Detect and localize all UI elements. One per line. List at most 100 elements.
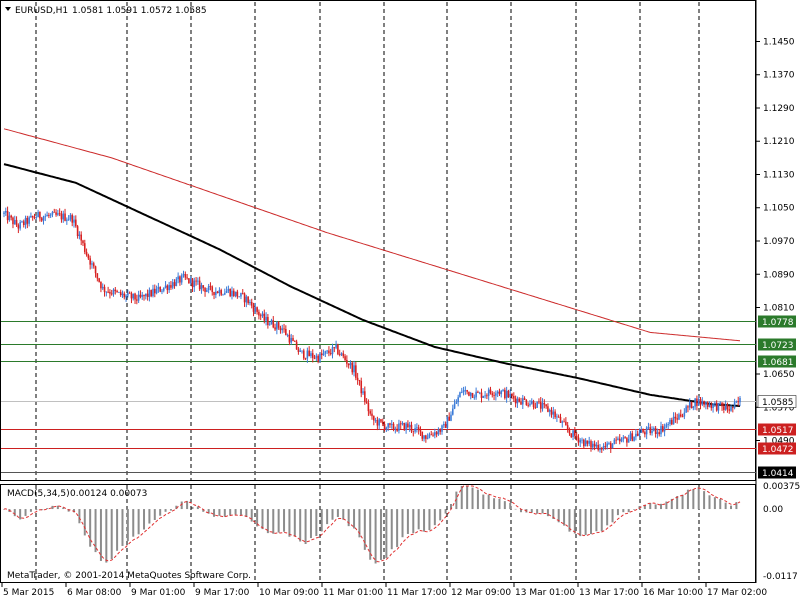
price-tick-label: 1.0810 xyxy=(763,304,795,314)
candle-body xyxy=(3,212,5,214)
candle-body xyxy=(295,341,298,350)
candle-body xyxy=(37,211,39,218)
macd-histogram-bar xyxy=(503,501,506,510)
macd-histogram-bar xyxy=(670,498,673,510)
candle-body xyxy=(477,391,479,393)
macd-histogram-bar xyxy=(654,504,657,510)
macd-histogram-bar xyxy=(175,505,178,510)
macd-histogram-bar xyxy=(331,509,334,520)
candle-body xyxy=(513,395,515,399)
candle-body xyxy=(683,412,686,417)
candle-body xyxy=(139,294,142,297)
candle-body xyxy=(638,432,641,436)
price-level-tag-label: 1.0778 xyxy=(762,318,794,328)
candle-body xyxy=(496,391,499,394)
candle-body xyxy=(649,427,652,434)
candle-body xyxy=(453,403,456,409)
candle-body xyxy=(211,286,214,292)
candle-body xyxy=(4,211,7,213)
candle-body xyxy=(565,421,567,426)
candle-body xyxy=(175,279,178,287)
candle-body xyxy=(89,258,91,265)
candle-body xyxy=(285,328,287,335)
candle-body xyxy=(374,420,377,421)
candle-body xyxy=(434,432,436,436)
candle-body xyxy=(381,421,384,424)
macd-histogram-bar xyxy=(466,486,469,510)
candle-body xyxy=(274,327,276,330)
candle-body xyxy=(602,446,605,450)
candle-body xyxy=(444,424,447,428)
candle-body xyxy=(622,437,625,440)
candle-body xyxy=(468,391,470,396)
candle-body xyxy=(302,350,305,359)
macd-histogram-bar xyxy=(153,509,156,520)
candle-body xyxy=(574,430,576,436)
macd-histogram-bar xyxy=(493,498,496,510)
candle-body xyxy=(137,294,140,301)
macd-histogram-bar xyxy=(514,508,517,510)
candle-body xyxy=(394,428,397,430)
candle-body xyxy=(530,401,533,404)
macd-histogram-bar xyxy=(509,502,512,510)
candle-body xyxy=(471,392,474,398)
candle-body xyxy=(459,392,461,398)
macd-histogram-bar xyxy=(563,509,566,526)
candle-body xyxy=(556,416,558,418)
candle-body xyxy=(592,443,594,448)
macd-histogram-bar xyxy=(396,509,399,548)
macd-histogram-bar xyxy=(401,509,404,538)
macd-histogram-bar xyxy=(471,487,474,510)
candle-body xyxy=(155,289,158,294)
macd-histogram-bar xyxy=(110,509,113,560)
price-tick-label: 1.1050 xyxy=(763,204,795,214)
macd-histogram-bar xyxy=(482,494,485,510)
candle-body xyxy=(207,286,210,291)
macd-histogram-bar xyxy=(627,509,630,513)
candle-body xyxy=(347,363,350,366)
candle-body xyxy=(358,380,361,381)
candle-body xyxy=(696,398,698,406)
macd-histogram-bar xyxy=(29,509,32,512)
macd-histogram-bar xyxy=(234,509,237,515)
candle-body xyxy=(726,405,729,410)
candle-body xyxy=(692,406,695,409)
candle-body xyxy=(466,390,468,392)
candle-body xyxy=(534,406,537,408)
candle-body xyxy=(403,423,406,431)
candle-body xyxy=(313,357,316,359)
candle-body xyxy=(283,328,285,330)
candle-body xyxy=(265,316,267,321)
candle-body xyxy=(182,274,185,276)
macd-histogram-bar xyxy=(379,509,382,560)
candle-body xyxy=(171,282,174,288)
time-tick-label: 9 Mar 17:00 xyxy=(195,588,250,598)
candle-body xyxy=(202,285,205,288)
candle-body xyxy=(335,344,337,348)
candle-body xyxy=(105,291,108,293)
current-price-tag-label: 1.0585 xyxy=(762,398,794,408)
candle-body xyxy=(581,439,583,441)
candle-body xyxy=(613,439,616,445)
candle-body xyxy=(101,286,104,289)
candle-body xyxy=(509,393,512,398)
candle-body xyxy=(53,211,56,213)
candle-body xyxy=(660,426,662,435)
candle-body xyxy=(618,438,621,442)
candle-body xyxy=(593,443,596,447)
candle-body xyxy=(676,418,678,420)
candle-body xyxy=(247,296,249,304)
candle-body xyxy=(240,293,242,297)
candle-body xyxy=(658,432,661,435)
macd-histogram-bar xyxy=(336,509,339,518)
candle-body xyxy=(148,290,151,297)
macd-histogram-bar xyxy=(595,509,598,532)
candle-body xyxy=(216,291,219,294)
candle-body xyxy=(550,409,553,415)
dropdown-triangle-icon[interactable] xyxy=(5,7,11,11)
candle-body xyxy=(462,390,465,393)
candle-body xyxy=(516,398,519,404)
candle-body xyxy=(85,251,88,255)
